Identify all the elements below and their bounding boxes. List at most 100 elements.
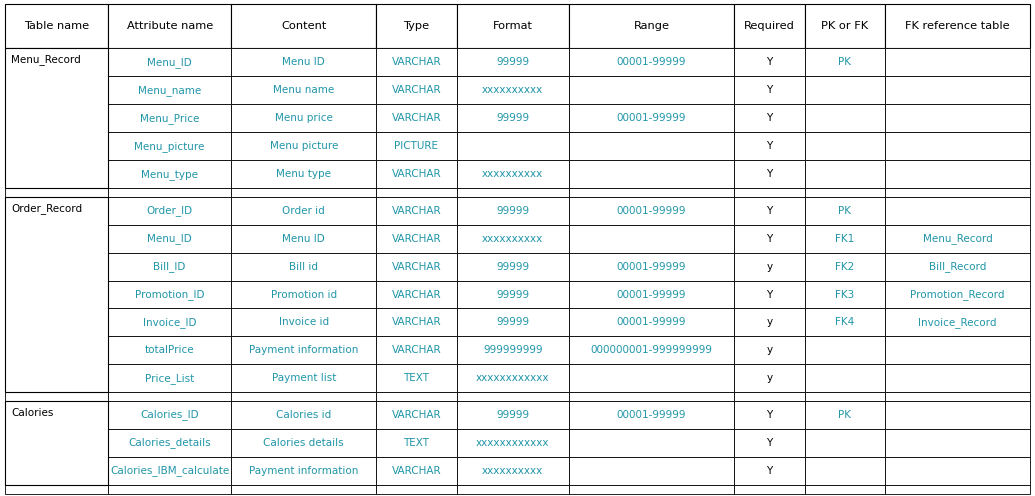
- Bar: [376, 104, 456, 132]
- Text: Y: Y: [766, 206, 772, 216]
- Text: Menu name: Menu name: [273, 85, 334, 95]
- Bar: [108, 48, 232, 76]
- Bar: [885, 4, 1030, 48]
- Bar: [376, 76, 456, 104]
- Text: y: y: [766, 261, 772, 272]
- Text: Y: Y: [766, 113, 772, 123]
- Text: Payment list: Payment list: [271, 373, 336, 383]
- Bar: [376, 336, 456, 365]
- Text: 00001-99999: 00001-99999: [617, 261, 686, 272]
- Bar: [108, 365, 232, 392]
- Bar: [376, 197, 456, 225]
- Bar: [885, 104, 1030, 132]
- Bar: [885, 309, 1030, 336]
- Bar: [735, 485, 804, 494]
- Bar: [376, 252, 456, 281]
- Bar: [376, 281, 456, 309]
- Bar: [376, 188, 456, 197]
- Text: Order_Record: Order_Record: [11, 203, 83, 214]
- Bar: [885, 365, 1030, 392]
- Bar: [108, 457, 232, 485]
- Bar: [885, 457, 1030, 485]
- Bar: [456, 188, 569, 197]
- Bar: [232, 225, 376, 252]
- Text: 99999: 99999: [496, 57, 529, 67]
- Bar: [456, 104, 569, 132]
- Bar: [456, 401, 569, 429]
- Bar: [456, 365, 569, 392]
- Bar: [108, 197, 232, 225]
- Text: xxxxxxxxxx: xxxxxxxxxx: [482, 169, 543, 179]
- Bar: [804, 485, 885, 494]
- Text: Menu_ID: Menu_ID: [147, 233, 193, 244]
- Bar: [804, 197, 885, 225]
- Bar: [735, 76, 804, 104]
- Text: FK3: FK3: [835, 290, 855, 300]
- Bar: [108, 392, 232, 401]
- Text: Menu ID: Menu ID: [283, 234, 325, 244]
- Text: Menu ID: Menu ID: [283, 57, 325, 67]
- Text: Menu_name: Menu_name: [138, 85, 201, 96]
- Text: xxxxxxxxxxxx: xxxxxxxxxxxx: [476, 373, 550, 383]
- Bar: [804, 48, 885, 76]
- Bar: [735, 132, 804, 160]
- Bar: [569, 197, 735, 225]
- Bar: [885, 336, 1030, 365]
- Bar: [108, 401, 232, 429]
- Text: 99999: 99999: [496, 261, 529, 272]
- Bar: [569, 485, 735, 494]
- Bar: [232, 197, 376, 225]
- Text: PK: PK: [838, 57, 852, 67]
- Text: Required: Required: [744, 21, 795, 31]
- Bar: [735, 188, 804, 197]
- Bar: [456, 197, 569, 225]
- Text: VARCHAR: VARCHAR: [391, 410, 441, 420]
- Text: Format: Format: [493, 21, 533, 31]
- Text: Y: Y: [766, 141, 772, 151]
- Text: Calories_ID: Calories_ID: [141, 410, 199, 421]
- Text: VARCHAR: VARCHAR: [391, 206, 441, 216]
- Bar: [232, 48, 376, 76]
- Bar: [108, 104, 232, 132]
- Text: Menu_Record: Menu_Record: [11, 55, 81, 65]
- Text: FK2: FK2: [835, 261, 855, 272]
- Text: Calories_IBM_calculate: Calories_IBM_calculate: [110, 465, 230, 476]
- Text: Y: Y: [766, 410, 772, 420]
- Bar: [232, 132, 376, 160]
- Text: 99999: 99999: [496, 317, 529, 327]
- Bar: [376, 401, 456, 429]
- Text: Promotion id: Promotion id: [271, 290, 336, 300]
- Bar: [232, 457, 376, 485]
- Bar: [804, 188, 885, 197]
- Bar: [108, 4, 232, 48]
- Text: Type: Type: [404, 21, 430, 31]
- Bar: [376, 392, 456, 401]
- Bar: [376, 485, 456, 494]
- Bar: [108, 309, 232, 336]
- Text: Price_List: Price_List: [145, 373, 195, 384]
- Bar: [569, 429, 735, 457]
- Text: PK: PK: [838, 206, 852, 216]
- Text: VARCHAR: VARCHAR: [391, 345, 441, 356]
- Text: xxxxxxxxxx: xxxxxxxxxx: [482, 234, 543, 244]
- Bar: [735, 281, 804, 309]
- Bar: [885, 485, 1030, 494]
- Text: Y: Y: [766, 169, 772, 179]
- Text: Menu_ID: Menu_ID: [147, 57, 193, 68]
- Bar: [885, 160, 1030, 188]
- Text: Payment information: Payment information: [249, 466, 358, 476]
- Bar: [804, 160, 885, 188]
- Bar: [5, 197, 108, 392]
- Text: 99999: 99999: [496, 206, 529, 216]
- Bar: [376, 4, 456, 48]
- Bar: [456, 252, 569, 281]
- Bar: [232, 336, 376, 365]
- Bar: [108, 252, 232, 281]
- Text: xxxxxxxxxx: xxxxxxxxxx: [482, 85, 543, 95]
- Text: Menu_type: Menu_type: [141, 169, 198, 180]
- Bar: [804, 225, 885, 252]
- Bar: [735, 252, 804, 281]
- Text: Payment information: Payment information: [249, 345, 358, 356]
- Bar: [232, 188, 376, 197]
- Text: y: y: [766, 317, 772, 327]
